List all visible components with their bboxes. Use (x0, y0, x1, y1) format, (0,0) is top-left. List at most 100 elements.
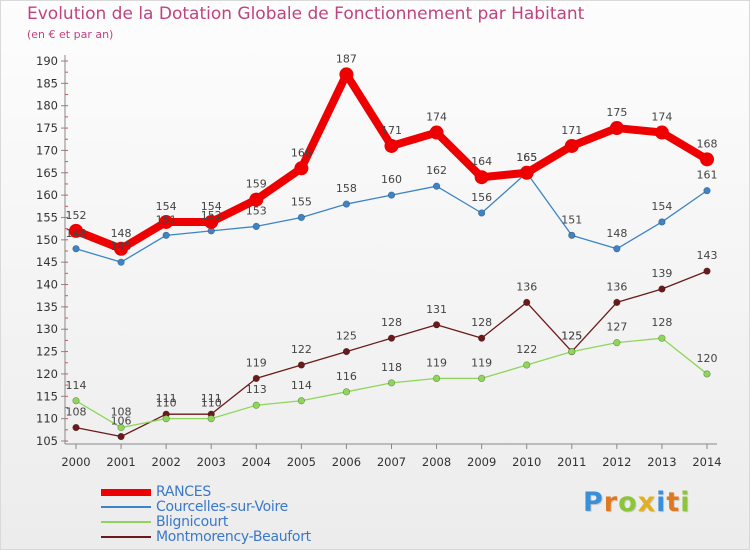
logo-letter: P (583, 487, 604, 518)
data-point (72, 397, 80, 405)
y-tick-label: 110 (36, 412, 58, 426)
data-label: 168 (697, 137, 718, 150)
data-label: 111 (201, 392, 222, 405)
data-point (519, 165, 534, 180)
y-tick-label: 165 (36, 166, 58, 180)
data-point (117, 432, 125, 441)
data-label: 136 (516, 280, 537, 293)
data-point (568, 231, 576, 239)
data-label: 148 (66, 227, 87, 240)
data-label: 151 (156, 213, 177, 226)
data-label: 120 (697, 352, 718, 365)
data-label: 125 (561, 330, 582, 343)
data-point (162, 231, 170, 239)
y-tick-label: 170 (36, 143, 58, 157)
data-point (297, 213, 305, 222)
data-label: 154 (651, 200, 672, 213)
logo-letter: t (666, 487, 681, 518)
data-label: 125 (561, 330, 582, 343)
data-label: 153 (246, 204, 267, 217)
data-point (523, 361, 531, 369)
data-point (703, 370, 711, 378)
y-tick-label: 125 (36, 345, 58, 359)
data-label: 187 (336, 52, 357, 65)
y-tick-label: 185 (36, 76, 58, 90)
x-tick-label: 2008 (422, 455, 451, 469)
logo-letter: i (680, 487, 691, 518)
data-label: 128 (471, 316, 492, 329)
data-point (609, 121, 624, 136)
data-label: 125 (336, 330, 357, 343)
data-label: 119 (426, 356, 447, 369)
x-tick-label: 2014 (692, 455, 721, 469)
x-tick-label: 2007 (377, 455, 406, 469)
x-tick-label: 2012 (602, 455, 631, 469)
data-point (564, 138, 579, 153)
legend-swatch-courcelles (101, 506, 151, 508)
x-tick-label: 2000 (61, 455, 90, 469)
legend-swatch-blignicourt (101, 521, 151, 523)
chart-title: Evolution de la Dotation Globale de Fonc… (27, 4, 585, 24)
data-label: 114 (291, 379, 312, 392)
data-label: 139 (651, 267, 672, 280)
y-tick-label: 150 (36, 233, 58, 247)
data-point (478, 374, 486, 383)
legend-label-blignicourt: Blignicourt (156, 514, 229, 530)
data-point (117, 423, 125, 432)
data-label: 165 (516, 151, 537, 164)
x-tick-label: 2006 (332, 455, 361, 469)
data-point (297, 361, 305, 369)
data-label: 156 (471, 191, 492, 204)
data-label: 119 (246, 356, 267, 369)
data-point (658, 334, 666, 342)
data-label: 106 (111, 415, 132, 428)
y-tick-label: 115 (36, 389, 58, 403)
data-label: 174 (651, 111, 672, 124)
x-tick-label: 2009 (467, 455, 496, 469)
line-chart: 105 110 115 120 125 130 135 140 145 150 155 160 165 1… (36, 52, 722, 469)
data-point (117, 258, 125, 266)
data-label: 110 (201, 397, 222, 410)
y-tick-label: 130 (36, 322, 58, 336)
data-point (249, 192, 264, 207)
x-tick-label: 2010 (512, 455, 541, 469)
data-label: 113 (246, 383, 267, 396)
data-label: 111 (156, 392, 177, 405)
y-tick-label: 190 (36, 54, 58, 68)
data-point (432, 321, 441, 329)
data-point (703, 187, 711, 195)
data-point (432, 182, 441, 190)
proxiti-logo: Proxiti (583, 487, 691, 518)
data-point (69, 223, 83, 238)
data-point (523, 298, 531, 307)
legend-label-rances: RANCES (156, 484, 211, 500)
y-tick-label: 175 (36, 121, 58, 135)
data-label: 166 (291, 146, 312, 159)
y-tick-label: 180 (36, 99, 58, 113)
data-label: 158 (336, 182, 357, 195)
data-label: 127 (606, 321, 627, 334)
legend-label-montmorency: Montmorency-Beaufort (156, 529, 311, 545)
data-point (429, 125, 444, 140)
data-point (387, 379, 396, 387)
data-point (568, 347, 576, 356)
data-point (114, 241, 129, 256)
data-label: 114 (66, 379, 87, 392)
data-point (478, 334, 486, 342)
data-point (204, 214, 219, 229)
data-label: 145 (111, 240, 132, 253)
data-label: 161 (697, 169, 718, 182)
data-point (387, 334, 396, 342)
series-line-3 (75, 270, 708, 438)
data-point (342, 388, 351, 396)
data-label: 108 (111, 406, 132, 419)
data-point (432, 374, 441, 383)
data-label: 128 (381, 316, 402, 329)
data-point (613, 339, 621, 347)
data-point (703, 267, 711, 275)
y-tick-label: 140 (36, 278, 58, 292)
data-point (294, 161, 309, 176)
data-label: 136 (606, 280, 627, 293)
data-label: 175 (606, 106, 627, 119)
